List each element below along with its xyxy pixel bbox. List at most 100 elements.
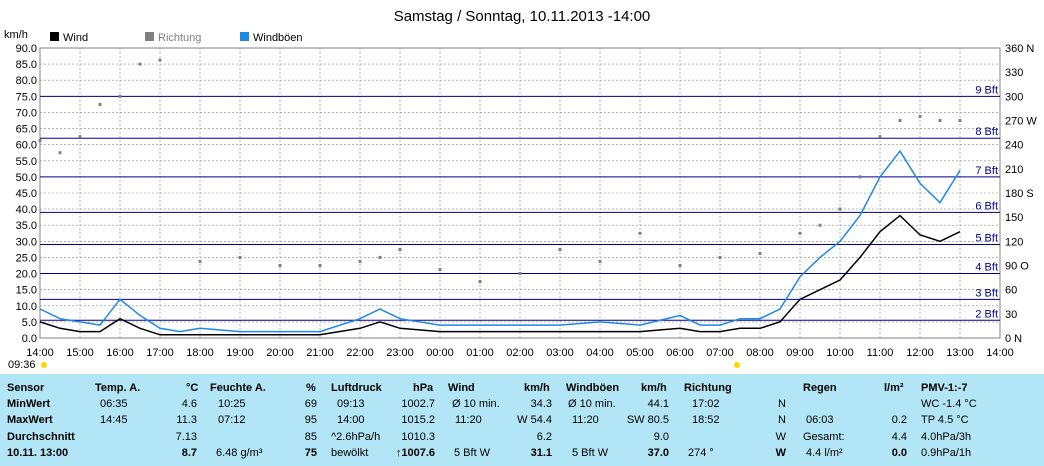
direction-point — [858, 175, 862, 179]
hum-min: 69 — [304, 398, 317, 410]
temp-header: Temp. A. — [95, 382, 141, 394]
y2-tick-label: 0 N — [1005, 333, 1022, 345]
y-tick-label: 75.0 — [16, 91, 37, 103]
direction-point — [438, 268, 442, 272]
legend-label: Windböen — [253, 32, 303, 44]
dir-current: W — [775, 447, 786, 459]
temp-unit: °C — [186, 382, 199, 394]
y-tick-label: 0.0 — [22, 333, 37, 345]
wind-series — [39, 214, 961, 336]
beaufort-label: 4 Bft — [975, 262, 998, 274]
x-tick-label: 14:00 — [986, 347, 1014, 359]
direction-point — [358, 259, 362, 263]
wind-chart: Samstag / Sonntag, 10.11.2013 -14:00 km/… — [4, 8, 1037, 371]
y2-ticks: 360 N 330 300 270 W 240 210 180 S 150 120 90 O 60 3… — [1005, 43, 1037, 345]
y2-tick-label: 150 — [1005, 212, 1023, 224]
gust-avg10-label: Ø 10 min. — [568, 398, 616, 410]
pmv-trend-1h: 0.9hPa/1h — [921, 447, 972, 459]
x-tick-label: 13:00 — [946, 347, 974, 359]
dir-avg: W — [775, 431, 786, 443]
y2-tick-label: 210 — [1005, 164, 1023, 176]
x-tick-label: 11:00 — [867, 347, 894, 359]
y-tick-label: 15.0 — [16, 285, 37, 297]
hum-absolute: 6.48 g/m³ — [216, 447, 263, 459]
rain-max: 0.2 — [891, 414, 907, 426]
direction-point — [838, 207, 842, 211]
beaufort-lines: 2 Bft 3 Bft 4 Bft 5 Bft 6 Bft 7 Bft 8 Bft 9 Bft — [40, 84, 1000, 321]
row-avg: Durchschnitt — [7, 431, 75, 443]
gust-line — [39, 149, 961, 333]
y-tick-label: 85.0 — [16, 59, 37, 71]
wind-max-time: 11:20 — [455, 414, 482, 426]
x-tick-label: 00:00 — [426, 347, 454, 359]
x-tick-label: 15:00 — [66, 347, 94, 359]
wind-bft: 5 Bft W — [454, 447, 491, 459]
gust-max: SW 80.5 — [626, 414, 669, 426]
row-sensor: Sensor — [7, 382, 45, 394]
direction-point — [598, 259, 602, 263]
direction-point — [958, 119, 962, 122]
y-tick-label: 80.0 — [16, 75, 37, 87]
legend-label: Richtung — [158, 32, 201, 44]
direction-point — [318, 264, 322, 267]
sunrise-marker-icon — [41, 362, 47, 368]
y2-tick-label: 300 — [1005, 91, 1023, 103]
gust-unit: km/h — [641, 382, 667, 394]
y2-tick-label: 330 — [1005, 67, 1023, 79]
chart-legend: Wind Richtung Windböen — [50, 32, 303, 44]
pmv-trend-3h: 4.0hPa/3h — [921, 431, 972, 443]
beaufort-label: 9 Bft — [975, 84, 998, 96]
y-axis-unit: km/h — [4, 29, 28, 41]
wind-header: Wind — [448, 382, 475, 394]
direction-point — [138, 62, 142, 66]
rain-header: Regen — [803, 382, 837, 394]
dir-header: Richtung — [684, 382, 732, 394]
direction-point — [98, 102, 102, 106]
rain-max-time: 06:03 — [806, 414, 834, 426]
x-tick-label: 17:00 — [146, 347, 174, 359]
gust-header: Windböen — [566, 382, 620, 394]
direction-point — [638, 231, 642, 235]
dir-v1: N — [778, 398, 786, 410]
direction-point — [78, 135, 82, 139]
gust-series — [39, 149, 961, 333]
x-tick-label: 14:00 — [26, 347, 54, 359]
x-tick-label: 06:00 — [666, 347, 694, 359]
rain-total-label: Gesamt: — [803, 431, 845, 443]
pmv-windchill: WC -1.4 °C — [921, 398, 977, 410]
press-min: 1002.7 — [401, 398, 435, 410]
direction-point — [378, 255, 382, 259]
x-tick-label: 07:00 — [706, 347, 734, 359]
x-tick-label: 05:00 — [626, 347, 654, 359]
chart-title: Samstag / Sonntag, 10.11.2013 -14:00 — [394, 8, 651, 25]
y2-tick-label: 360 N — [1005, 43, 1034, 55]
direction-point — [278, 264, 282, 267]
gust-avg10: 44.1 — [647, 398, 669, 410]
x-tick-label: 01:00 — [466, 347, 494, 359]
dir-degrees: 274 ° — [688, 447, 714, 459]
pmv-header: PMV-1:-7 — [921, 382, 968, 394]
beaufort-label: 7 Bft — [975, 165, 998, 177]
x-tick-label: 18:00 — [186, 347, 214, 359]
direction-series — [38, 58, 962, 284]
x-tick-label: 16:00 — [106, 347, 134, 359]
x-tick-label: 04:00 — [586, 347, 614, 359]
hum-avg: 85 — [304, 431, 317, 443]
y-tick-label: 5.0 — [22, 317, 37, 329]
rain-unit: l/m² — [884, 382, 904, 394]
press-avg: 1010.3 — [401, 431, 435, 443]
x-tick-label: 12:00 — [906, 347, 934, 359]
direction-point — [918, 114, 922, 118]
legend-swatch — [50, 32, 59, 41]
y-ticks: 0.0 5.0 10.0 15.0 20.0 25.0 30.0 35.0 40.0 45.0 50… — [16, 43, 37, 345]
direction-point — [58, 151, 62, 155]
y2-tick-label: 180 S — [1005, 188, 1034, 200]
rain-total: 4.4 — [891, 431, 907, 443]
y-tick-label: 90.0 — [16, 43, 37, 55]
hum-current: 75 — [304, 447, 317, 459]
x-tick-label: 10:00 — [826, 347, 854, 359]
x-ticks: 14:00 15:00 16:00 17:00 18:00 19:00 20:00 21:00… — [26, 347, 1014, 359]
y2-tick-label: 30 — [1005, 309, 1017, 321]
rain-current: 0.0 — [891, 447, 907, 459]
direction-point — [818, 223, 822, 227]
